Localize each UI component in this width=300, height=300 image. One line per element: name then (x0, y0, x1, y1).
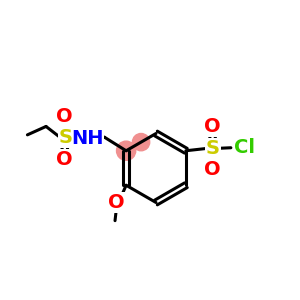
Text: Cl: Cl (235, 138, 256, 157)
Text: S: S (206, 139, 220, 158)
Text: O: O (204, 160, 220, 179)
Text: O: O (56, 150, 72, 169)
Text: O: O (56, 107, 72, 126)
Circle shape (116, 141, 136, 160)
Circle shape (132, 134, 150, 151)
Text: NH: NH (71, 129, 104, 148)
Text: O: O (204, 117, 220, 136)
Text: O: O (108, 193, 125, 212)
Text: S: S (58, 128, 73, 147)
